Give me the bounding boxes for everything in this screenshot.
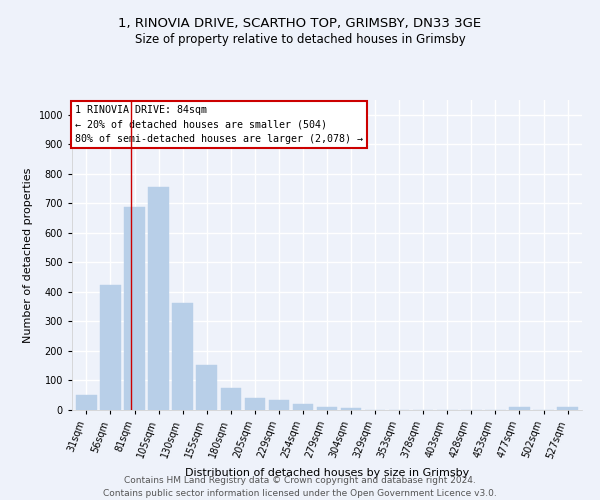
Bar bbox=[124, 207, 145, 410]
X-axis label: Distribution of detached houses by size in Grimsby: Distribution of detached houses by size … bbox=[185, 468, 469, 478]
Text: 1, RINOVIA DRIVE, SCARTHO TOP, GRIMSBY, DN33 3GE: 1, RINOVIA DRIVE, SCARTHO TOP, GRIMSBY, … bbox=[118, 18, 482, 30]
Bar bbox=[245, 398, 265, 410]
Bar bbox=[269, 400, 289, 410]
Y-axis label: Number of detached properties: Number of detached properties bbox=[23, 168, 33, 342]
Text: Size of property relative to detached houses in Grimsby: Size of property relative to detached ho… bbox=[134, 32, 466, 46]
Bar bbox=[509, 408, 530, 410]
Text: Contains HM Land Registry data © Crown copyright and database right 2024.
Contai: Contains HM Land Registry data © Crown c… bbox=[103, 476, 497, 498]
Bar bbox=[317, 407, 337, 410]
Text: 1 RINOVIA DRIVE: 84sqm
← 20% of detached houses are smaller (504)
80% of semi-de: 1 RINOVIA DRIVE: 84sqm ← 20% of detached… bbox=[74, 104, 362, 144]
Bar bbox=[76, 394, 97, 410]
Bar bbox=[172, 303, 193, 410]
Bar bbox=[196, 365, 217, 410]
Bar bbox=[557, 407, 578, 410]
Bar bbox=[341, 408, 361, 410]
Bar bbox=[148, 186, 169, 410]
Bar bbox=[100, 286, 121, 410]
Bar bbox=[221, 388, 241, 410]
Bar bbox=[293, 404, 313, 410]
